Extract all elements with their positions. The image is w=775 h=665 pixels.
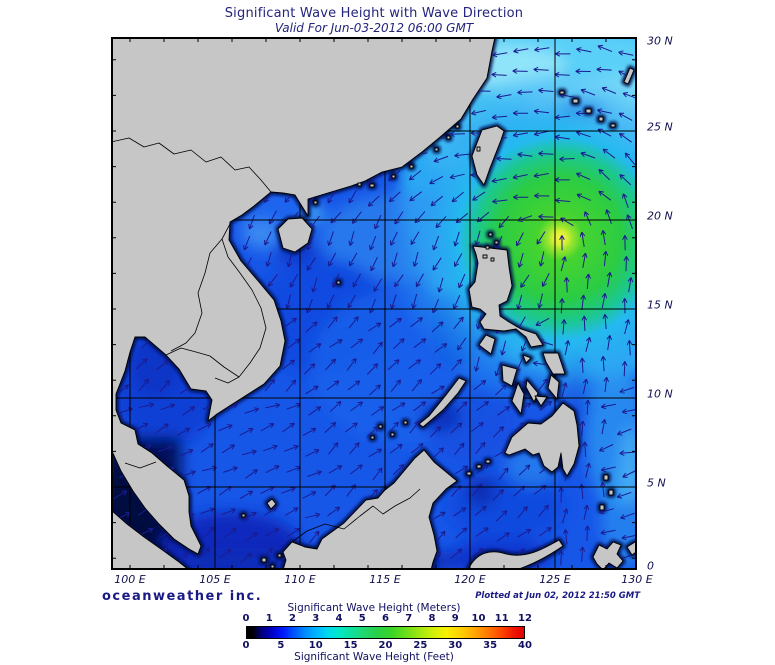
frame-tick-marks bbox=[111, 37, 637, 570]
feet-tick-value: 30 bbox=[448, 640, 463, 651]
plotted-timestamp: Plotted at Jun 02, 2012 21:50 GMT bbox=[475, 591, 640, 601]
page-title: Significant Wave Height with Wave Direct… bbox=[224, 6, 524, 21]
meters-tick-value: 5 bbox=[358, 613, 366, 624]
legend-feet-scale: 0 5 10 15 20 25 30 35 40 bbox=[242, 640, 532, 652]
meters-tick-value: 1 bbox=[265, 613, 273, 624]
feet-tick-value: 20 bbox=[378, 640, 393, 651]
meters-tick-value: 12 bbox=[518, 613, 532, 624]
lon-axis-label: 120 E bbox=[454, 573, 486, 586]
typhoon-wave-maximum bbox=[385, 63, 637, 413]
lon-axis-label: 130 E bbox=[621, 573, 653, 586]
feet-tick-value: 25 bbox=[413, 640, 428, 651]
legend-feet-title: Significant Wave Height (Feet) bbox=[294, 651, 454, 663]
lat-axis-label: 30 N bbox=[647, 34, 673, 48]
meters-tick-value: 11 bbox=[494, 613, 509, 624]
lat-axis-label: 10 N bbox=[647, 387, 673, 401]
tick-path bbox=[111, 37, 637, 570]
lon-axis-label: 105 E bbox=[199, 573, 231, 586]
map-canvas bbox=[111, 37, 637, 570]
feet-tick-value: 40 bbox=[518, 640, 532, 651]
meters-tick-value: 7 bbox=[405, 613, 413, 624]
meters-tick-value: 0 bbox=[242, 613, 250, 624]
meters-tick-value: 9 bbox=[451, 613, 459, 624]
lat-axis-label: 15 N bbox=[647, 298, 673, 312]
feet-tick-value: 5 bbox=[277, 640, 285, 651]
wave-height-colorbar bbox=[246, 626, 525, 639]
meters-tick-value: 6 bbox=[382, 613, 389, 624]
feet-tick-value: 10 bbox=[308, 640, 323, 651]
feet-tick-value: 15 bbox=[343, 640, 358, 651]
oceanweather-branding: oceanweather inc. bbox=[102, 589, 263, 604]
lon-axis-label: 115 E bbox=[369, 573, 401, 586]
map-frame bbox=[111, 37, 637, 570]
feet-tick-value: 35 bbox=[483, 640, 498, 651]
meters-tick-value: 8 bbox=[428, 613, 436, 624]
lon-axis-label: 125 E bbox=[539, 573, 571, 586]
lon-axis-label: 110 E bbox=[284, 573, 316, 586]
valid-time-subtitle: Valid For Jun-03-2012 06:00 GMT bbox=[274, 21, 474, 35]
country-borders bbox=[111, 137, 421, 543]
meters-tick-value: 3 bbox=[312, 613, 320, 624]
lat-axis-label: 25 N bbox=[647, 120, 673, 134]
meters-tick-value: 2 bbox=[289, 613, 296, 624]
lat-axis-label: 20 N bbox=[647, 209, 673, 223]
lon-axis-label: 100 E bbox=[114, 573, 146, 586]
feet-tick-value: 0 bbox=[242, 640, 250, 651]
meters-tick-value: 4 bbox=[335, 613, 343, 624]
lat-axis-label: 0 bbox=[647, 559, 654, 573]
legend-meters-title: Significant Wave Height (Meters) bbox=[287, 602, 461, 614]
meters-tick-value: 10 bbox=[471, 613, 486, 624]
wave-height-map bbox=[111, 37, 637, 570]
legend-meters-scale: 0 1 2 3 4 5 6 7 8 9 10 11 12 bbox=[242, 613, 532, 625]
lat-axis-label: 5 N bbox=[647, 476, 666, 490]
